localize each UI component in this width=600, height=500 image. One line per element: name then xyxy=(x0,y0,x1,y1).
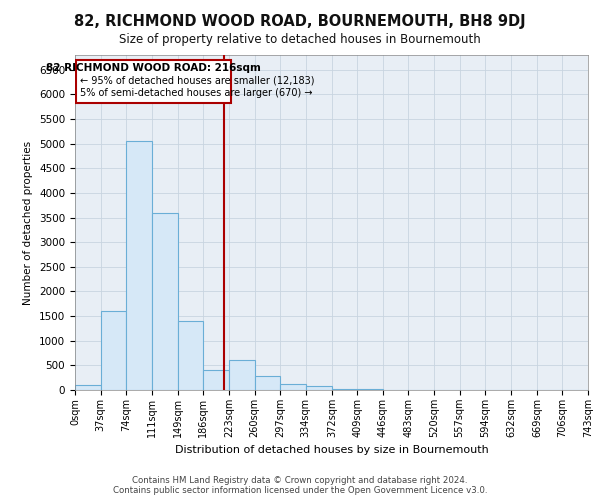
Bar xyxy=(305,386,332,390)
Bar xyxy=(126,141,152,390)
Bar xyxy=(229,360,254,390)
Bar xyxy=(280,384,305,390)
Bar xyxy=(254,376,280,390)
Text: Contains public sector information licensed under the Open Government Licence v3: Contains public sector information licen… xyxy=(113,486,487,495)
Text: 82 RICHMOND WOOD ROAD: 216sqm: 82 RICHMOND WOOD ROAD: 216sqm xyxy=(46,64,261,74)
Text: 82, RICHMOND WOOD ROAD, BOURNEMOUTH, BH8 9DJ: 82, RICHMOND WOOD ROAD, BOURNEMOUTH, BH8… xyxy=(74,14,526,29)
Bar xyxy=(152,212,178,390)
Bar xyxy=(203,370,229,390)
Text: ← 95% of detached houses are smaller (12,183): ← 95% of detached houses are smaller (12… xyxy=(80,76,314,86)
FancyBboxPatch shape xyxy=(76,60,231,104)
X-axis label: Distribution of detached houses by size in Bournemouth: Distribution of detached houses by size … xyxy=(175,446,488,456)
Bar xyxy=(332,388,358,390)
Bar xyxy=(75,385,101,390)
Bar xyxy=(101,311,126,390)
Text: Contains HM Land Registry data © Crown copyright and database right 2024.: Contains HM Land Registry data © Crown c… xyxy=(132,476,468,485)
Text: 5% of semi-detached houses are larger (670) →: 5% of semi-detached houses are larger (6… xyxy=(80,88,313,98)
Bar xyxy=(358,389,383,390)
Y-axis label: Number of detached properties: Number of detached properties xyxy=(23,140,34,304)
Bar xyxy=(178,321,203,390)
Text: Size of property relative to detached houses in Bournemouth: Size of property relative to detached ho… xyxy=(119,32,481,46)
